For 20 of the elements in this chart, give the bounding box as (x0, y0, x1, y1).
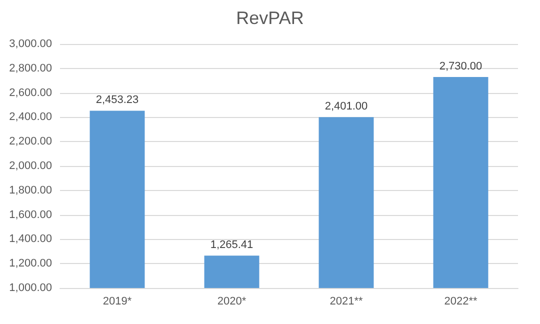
y-tick-label: 1,200.00 (9, 258, 52, 270)
chart-title: RevPAR (236, 8, 304, 28)
y-tick-label: 3,000.00 (9, 38, 52, 50)
data-label: 2,730.00 (439, 60, 482, 72)
y-tick-label: 2,800.00 (9, 62, 52, 74)
y-tick-label: 2,600.00 (9, 86, 52, 99)
y-tick-label: 1,000.00 (9, 282, 52, 294)
x-tick-label: 2019* (102, 296, 132, 308)
data-label: 2,453.23 (96, 94, 139, 106)
y-tick-label: 2,200.00 (9, 136, 52, 148)
x-tick-label: 2021** (330, 296, 364, 308)
y-tick-label: 1,400.00 (9, 233, 52, 246)
data-label: 1,265.41 (210, 239, 254, 252)
y-tick-label: 1,800.00 (9, 184, 52, 196)
y-tick-label: 2,400.00 (9, 111, 52, 124)
y-tick-label: 1,600.00 (9, 208, 52, 221)
data-label: 2,401.00 (324, 100, 368, 113)
x-tick-label: 2022** (444, 296, 478, 308)
x-tick-label: 2020* (217, 296, 247, 308)
y-tick-label: 2,000.00 (9, 160, 52, 172)
